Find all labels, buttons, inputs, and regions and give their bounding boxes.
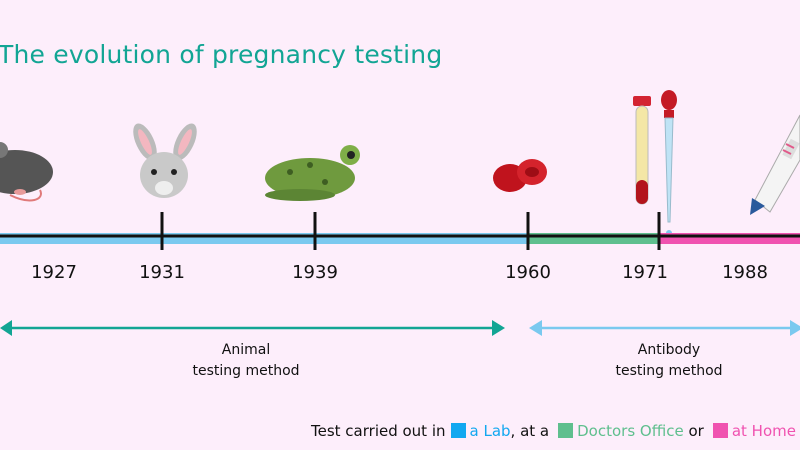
year-label: 1927	[31, 262, 77, 283]
legend: Test carried out in a Lab, at a Doctors Of…	[311, 422, 796, 440]
home-swatch	[712, 423, 728, 438]
year-label: 1960	[505, 262, 551, 283]
frog-icon	[265, 145, 360, 201]
year-label: 1939	[292, 262, 338, 283]
year-label: 1931	[139, 262, 185, 283]
office-swatch	[558, 423, 574, 438]
antibody-period-arrow	[529, 320, 800, 336]
blood-cells-icon	[493, 159, 547, 192]
lab-swatch	[450, 423, 466, 438]
lab-segment	[0, 233, 528, 244]
year-label: 1971	[622, 262, 668, 283]
test-tube-dropper-icon	[633, 90, 677, 236]
year-label: 1988	[722, 262, 768, 283]
animal-period-arrow	[0, 320, 505, 336]
home-segment	[659, 233, 800, 244]
office-segment	[528, 233, 659, 244]
mouse-icon	[0, 142, 53, 202]
antibody-period-label: Antibody testing method	[615, 342, 723, 379]
timeline-ticks	[160, 212, 661, 250]
rabbit-icon	[133, 123, 197, 198]
pregnancy-test-icon	[750, 114, 800, 215]
page-title: The evolution of pregnancy testing	[0, 40, 443, 69]
animal-period-label: Animal testing method	[192, 342, 300, 379]
